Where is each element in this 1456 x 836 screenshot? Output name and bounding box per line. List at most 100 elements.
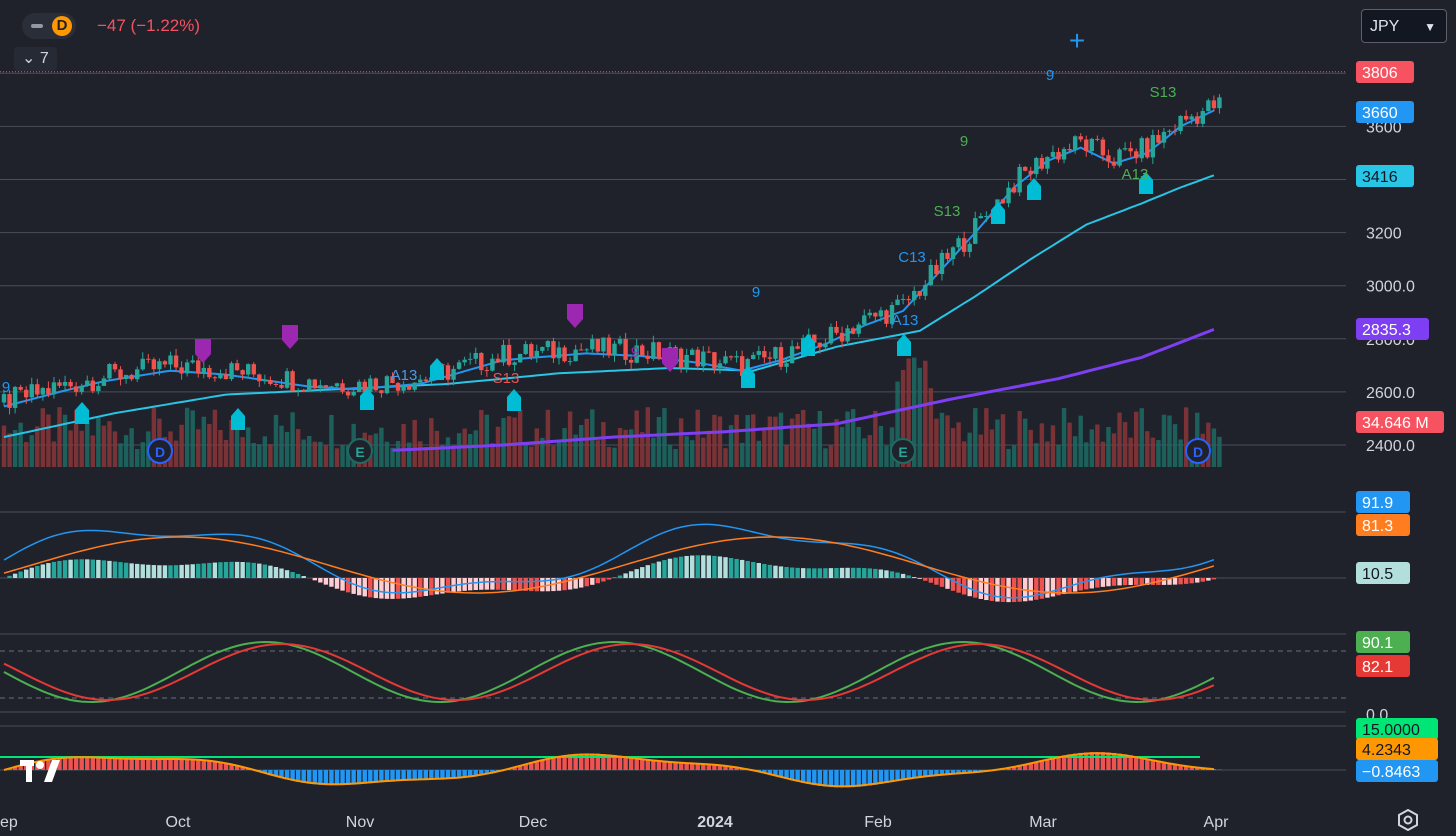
macd-histogram-bar: [340, 578, 345, 591]
chevron-down-icon: ▼: [1424, 20, 1436, 34]
volume-bar: [201, 416, 206, 467]
volume-bar: [984, 408, 989, 467]
volume-bar: [545, 409, 551, 467]
volume-bar: [873, 410, 878, 467]
eye-toggle-icon[interactable]: [31, 24, 43, 28]
volume-bar: [617, 428, 623, 467]
candle: [40, 388, 46, 395]
macd-histogram-bar: [684, 555, 689, 578]
currency-select[interactable]: JPY ▼: [1361, 9, 1447, 43]
volume-bar: [151, 407, 157, 467]
collapse-indicators-button[interactable]: ⌄ 7: [14, 47, 57, 71]
macd-histogram-bar: [51, 561, 57, 578]
oscillator-bar: [523, 763, 528, 770]
candle: [357, 381, 362, 392]
oscillator-bar: [123, 757, 129, 770]
oscillator-bar: [429, 770, 434, 780]
macd-histogram-bar: [906, 575, 911, 578]
td-label: 9: [631, 344, 639, 361]
candle: [462, 359, 467, 363]
price-tick: 3000.0: [1366, 279, 1415, 296]
indicator-count: 7: [39, 50, 49, 67]
macd-histogram-bar: [234, 561, 240, 578]
candle: [168, 355, 173, 365]
macd-histogram-bar: [739, 559, 745, 578]
volume-bar: [817, 410, 823, 467]
candle: [640, 345, 645, 356]
candle: [129, 374, 134, 380]
volume-bar: [135, 448, 140, 467]
macd-tag: 91.9: [1362, 495, 1393, 512]
volume-bar: [1039, 423, 1045, 467]
volume-bar: [1122, 422, 1128, 467]
macd-histogram-bar: [690, 555, 695, 578]
volume-bar: [562, 428, 567, 467]
volume-bar: [1145, 431, 1150, 467]
macd-histogram-bar: [1122, 578, 1128, 586]
event-marker: [890, 438, 916, 464]
volume-bar: [928, 388, 934, 467]
volume-bar: [12, 429, 18, 467]
volume-bar: [490, 443, 495, 467]
macd-histogram-bar: [418, 578, 423, 597]
volume-bar: [418, 441, 423, 467]
candle: [1178, 115, 1183, 132]
macd-line: [3, 523, 1215, 599]
macd-histogram-bar: [678, 556, 684, 578]
macd-histogram-bar: [162, 565, 168, 578]
macd-histogram-bar: [917, 578, 922, 579]
candle: [79, 385, 84, 392]
candle: [329, 386, 334, 388]
time-tick: Oct: [166, 814, 191, 831]
oscillator-bar: [839, 770, 845, 788]
volume-bar: [279, 425, 284, 467]
volume-bar: [673, 448, 678, 467]
candle: [107, 364, 112, 379]
event-marker: [347, 438, 373, 464]
oscillator-bar: [734, 767, 739, 770]
volume-bar: [867, 435, 872, 467]
volume-bar: [473, 430, 478, 467]
price-tick: 2600.0: [1366, 385, 1415, 402]
volume-bar: [329, 414, 334, 467]
candle: [234, 363, 240, 371]
oscillator-bar: [1145, 758, 1150, 770]
oscillator-bar: [440, 770, 445, 780]
gear-icon[interactable]: [1396, 808, 1420, 832]
oscillator-bar: [462, 770, 467, 778]
volume-bar: [173, 440, 179, 467]
macd-histogram-bar: [201, 563, 206, 578]
candle: [362, 381, 367, 392]
candle: [1189, 116, 1194, 120]
interval-toggle[interactable]: D: [22, 13, 76, 39]
candle: [1050, 151, 1056, 157]
candle: [1034, 157, 1039, 175]
macd-histogram-bar: [534, 578, 539, 592]
td-label: S13: [1150, 84, 1177, 101]
candle: [950, 247, 956, 259]
interval-badge[interactable]: D: [52, 16, 72, 36]
macd-histogram-bar: [384, 578, 390, 599]
oscillator-bar: [573, 753, 578, 770]
macd-histogram-bar: [390, 578, 395, 599]
candle: [395, 383, 401, 391]
oscillator-bar: [112, 757, 118, 770]
volume-bar: [540, 437, 545, 467]
volume-bar: [956, 422, 961, 467]
candle: [229, 363, 234, 380]
candle: [562, 347, 567, 362]
candle: [85, 380, 90, 386]
volume-bar: [895, 381, 900, 467]
volume-bar: [495, 426, 501, 467]
tradingview-logo-icon[interactable]: [20, 757, 60, 785]
macd-histogram-bar: [7, 575, 12, 578]
volume-bar: [612, 447, 617, 467]
oscillator-bar: [917, 770, 922, 778]
candle: [157, 361, 162, 370]
candle: [523, 344, 528, 354]
volume-bar: [645, 407, 650, 467]
volume-bar: [96, 417, 101, 467]
candle: [895, 299, 900, 306]
macd-histogram-bar: [1161, 578, 1167, 585]
